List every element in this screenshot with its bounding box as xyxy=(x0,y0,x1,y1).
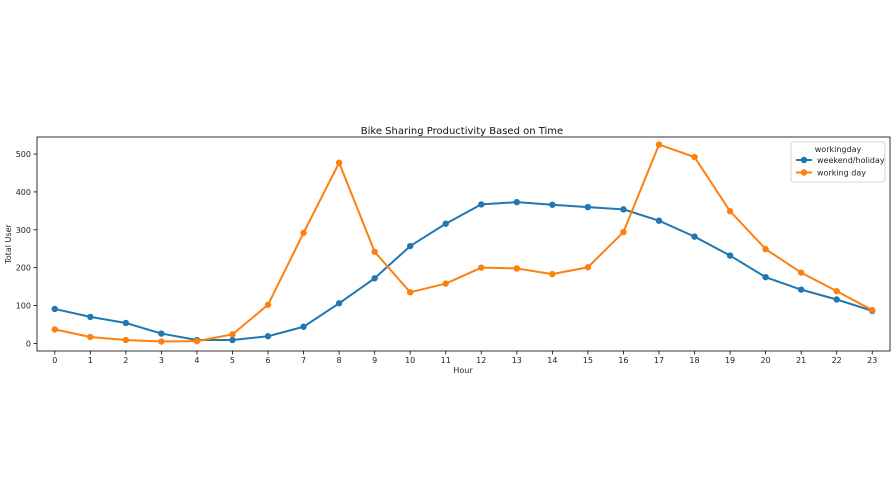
legend-title: workingday xyxy=(815,145,862,154)
data-point xyxy=(87,333,94,341)
data-point xyxy=(584,264,592,271)
data-point xyxy=(442,280,449,287)
series-layer xyxy=(51,141,876,345)
data-point xyxy=(869,306,876,314)
data-point xyxy=(264,333,272,340)
x-tick-label: 14 xyxy=(547,356,557,365)
plot-area xyxy=(36,136,891,352)
x-tick-label: 0 xyxy=(52,356,57,365)
x-tick-label: 15 xyxy=(583,356,593,365)
legend-label: weekend/holiday xyxy=(817,156,885,165)
y-tick-label: 400 xyxy=(16,188,31,197)
y-tick-label: 100 xyxy=(16,302,31,311)
x-tick-label: 9 xyxy=(372,356,377,365)
data-point xyxy=(691,233,698,240)
data-point xyxy=(584,203,592,211)
data-point xyxy=(478,201,485,208)
data-point xyxy=(549,201,556,208)
data-point xyxy=(229,336,236,344)
data-point xyxy=(513,198,521,206)
y-axis: 0 100 200 300 400 500 xyxy=(16,150,37,348)
data-point xyxy=(193,337,201,345)
x-tick-label: 12 xyxy=(476,356,486,365)
data-point xyxy=(442,220,449,227)
x-tick-label: 5 xyxy=(230,356,235,365)
x-tick-label: 17 xyxy=(654,356,664,365)
data-point xyxy=(762,245,769,253)
data-point xyxy=(229,331,236,338)
legend-marker xyxy=(800,156,808,164)
data-point xyxy=(478,264,485,271)
x-tick-label: 20 xyxy=(761,356,771,365)
data-point xyxy=(691,153,698,161)
data-point xyxy=(122,319,130,327)
data-point xyxy=(335,159,343,166)
data-point xyxy=(620,228,627,236)
x-tick-label: 16 xyxy=(618,356,628,365)
series-line-working-day xyxy=(54,143,873,343)
data-point xyxy=(264,301,272,308)
x-tick-label: 22 xyxy=(832,356,842,365)
data-point xyxy=(158,330,165,337)
x-tick-label: 19 xyxy=(725,356,735,365)
data-point xyxy=(87,313,94,321)
data-point xyxy=(549,270,556,278)
x-tick-label: 8 xyxy=(337,356,342,365)
data-point xyxy=(51,305,58,313)
y-tick-label: 500 xyxy=(16,150,31,159)
data-point xyxy=(300,323,307,330)
data-point xyxy=(762,273,769,281)
x-tick-label: 10 xyxy=(405,356,415,365)
data-point xyxy=(406,242,414,250)
x-tick-label: 1 xyxy=(88,356,93,365)
data-point xyxy=(833,287,840,295)
y-axis-label: Total User xyxy=(4,224,13,265)
x-tick-label: 2 xyxy=(123,356,128,365)
legend-box xyxy=(790,141,886,183)
x-tick-label: 23 xyxy=(867,356,877,365)
data-point xyxy=(797,286,805,293)
chart-title: Bike Sharing Productivity Based on Time xyxy=(361,126,563,137)
data-point xyxy=(655,141,663,148)
x-tick-label: 18 xyxy=(689,356,699,365)
x-tick-label: 4 xyxy=(194,356,199,365)
data-point xyxy=(833,296,840,303)
x-tick-label: 11 xyxy=(441,356,451,365)
data-point xyxy=(655,217,663,224)
y-tick-label: 0 xyxy=(26,339,31,348)
data-point xyxy=(406,289,414,296)
x-tick-label: 3 xyxy=(159,356,164,365)
x-tick-label: 21 xyxy=(796,356,806,365)
data-point xyxy=(371,275,378,282)
y-tick-label: 300 xyxy=(16,226,31,235)
x-tick-label: 6 xyxy=(265,356,270,365)
data-point xyxy=(335,300,343,307)
x-axis: 0 1 2 3 4 5 6 7 8 9 10 11 12 13 14 15 16 17 18 19 20 21 22 23 xyxy=(52,351,877,365)
data-point xyxy=(620,206,627,213)
data-point xyxy=(122,336,130,344)
legend-marker xyxy=(800,169,808,176)
legend-label: working day xyxy=(817,169,866,178)
data-point xyxy=(797,269,805,276)
x-axis-label: Hour xyxy=(453,366,473,375)
data-point xyxy=(513,265,521,272)
data-point xyxy=(158,338,165,345)
data-point xyxy=(371,248,378,255)
data-point xyxy=(726,208,734,215)
x-tick-label: 13 xyxy=(512,356,522,365)
series-line-weekend-holiday xyxy=(54,201,873,342)
data-point xyxy=(51,326,58,333)
data-point xyxy=(726,252,734,259)
series-weekend-holiday xyxy=(51,198,876,344)
series-working-day xyxy=(51,141,876,345)
data-point xyxy=(300,229,307,237)
x-tick-label: 7 xyxy=(301,356,306,365)
y-tick-label: 200 xyxy=(16,264,31,273)
legend: workingday weekend/holiday working day xyxy=(790,141,886,183)
